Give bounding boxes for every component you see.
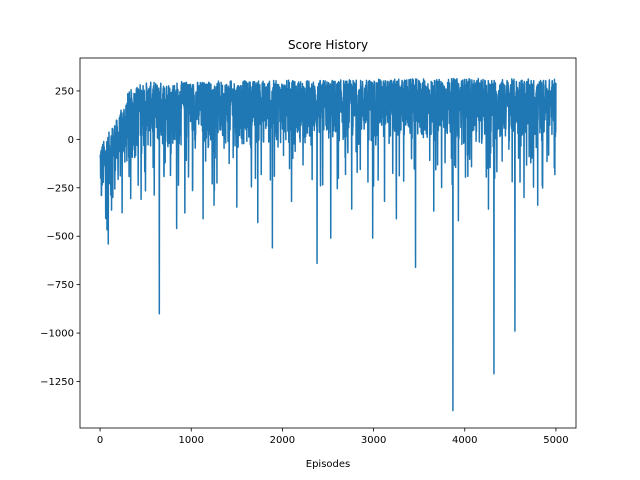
x-tick-label: 2000 — [270, 435, 295, 446]
y-tick-label: −750 — [47, 280, 74, 291]
x-tick-label: 5000 — [543, 435, 568, 446]
y-tick-label: −500 — [47, 232, 74, 243]
x-axis-label: Episodes — [306, 459, 350, 470]
score-series-line — [99, 77, 557, 412]
x-tick-label: 0 — [97, 435, 103, 446]
y-tick-label: 250 — [55, 86, 74, 97]
y-axis: −1250 −1000 −750 −500 −250 0 250 — [40, 86, 80, 388]
x-axis: 0 1000 2000 3000 4000 5000 — [97, 428, 569, 446]
y-tick-label: −1000 — [40, 329, 74, 340]
y-tick-label: −250 — [47, 183, 74, 194]
x-tick-label: 4000 — [452, 435, 477, 446]
plot-frame — [79, 57, 577, 429]
chart-title: Score History — [288, 38, 368, 52]
y-tick-label: −1250 — [40, 377, 74, 388]
x-tick-label: 3000 — [361, 435, 386, 446]
x-tick-label: 1000 — [179, 435, 204, 446]
plot-area — [99, 77, 557, 412]
y-tick-label: 0 — [68, 135, 74, 146]
